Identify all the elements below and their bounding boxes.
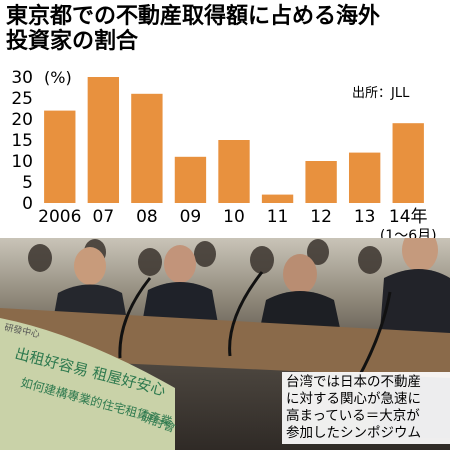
y-tick-label: 25 [11, 89, 33, 109]
y-tick-label: 5 [22, 173, 33, 193]
caption-line-1: 台湾では日本の不動産 [286, 374, 421, 390]
bar [174, 156, 207, 203]
bar [305, 161, 337, 203]
photo-caption: 台湾では日本の不動産 に対する関心が急速に 高まっている＝大京が 参加したシンポ… [282, 372, 450, 444]
bars-group [44, 77, 424, 203]
caption-line-3: 高まっている＝大京が [286, 408, 420, 424]
x-tick-label: 08 [136, 207, 158, 227]
x-axis: 2006 07 08 09 10 11 12 13 14年(1〜6月) [38, 207, 436, 244]
bar [218, 140, 250, 203]
y-tick-label: 10 [11, 152, 33, 172]
x-tick-label: 07 [93, 207, 115, 227]
title-line-2: 投資家の割合 [6, 29, 139, 54]
bar [87, 77, 120, 203]
bar [261, 194, 294, 203]
x-tick-label: 10 [223, 207, 245, 227]
y-unit-label: (%) [44, 68, 72, 87]
x-tick-label: 09 [180, 207, 202, 227]
y-tick-label: 20 [11, 110, 33, 130]
bar [392, 123, 424, 203]
y-tick-label: 0 [22, 194, 33, 214]
caption-line-4: 参加したシンポジウム [286, 425, 421, 441]
title-line-1: 東京都での不動産取得額に占める海外 [6, 4, 381, 29]
bar [44, 110, 76, 203]
page-title: 東京都での不動産取得額に占める海外 投資家の割合 [6, 4, 446, 54]
x-tick-label: 13 [354, 207, 376, 227]
caption-line-2: に対する関心が急速に [286, 391, 421, 407]
bar [131, 93, 163, 203]
x-tick-label: 14年 [389, 207, 428, 227]
banner [0, 318, 175, 450]
source-label: 出所：JLL [352, 86, 410, 101]
y-tick-label: 30 [11, 68, 33, 88]
bar [348, 152, 381, 203]
x-tick-label: 11 [267, 207, 289, 227]
x-tick-label: 12 [310, 207, 332, 227]
x-tick-label: 2006 [38, 207, 81, 227]
y-tick-label: 15 [11, 131, 33, 151]
